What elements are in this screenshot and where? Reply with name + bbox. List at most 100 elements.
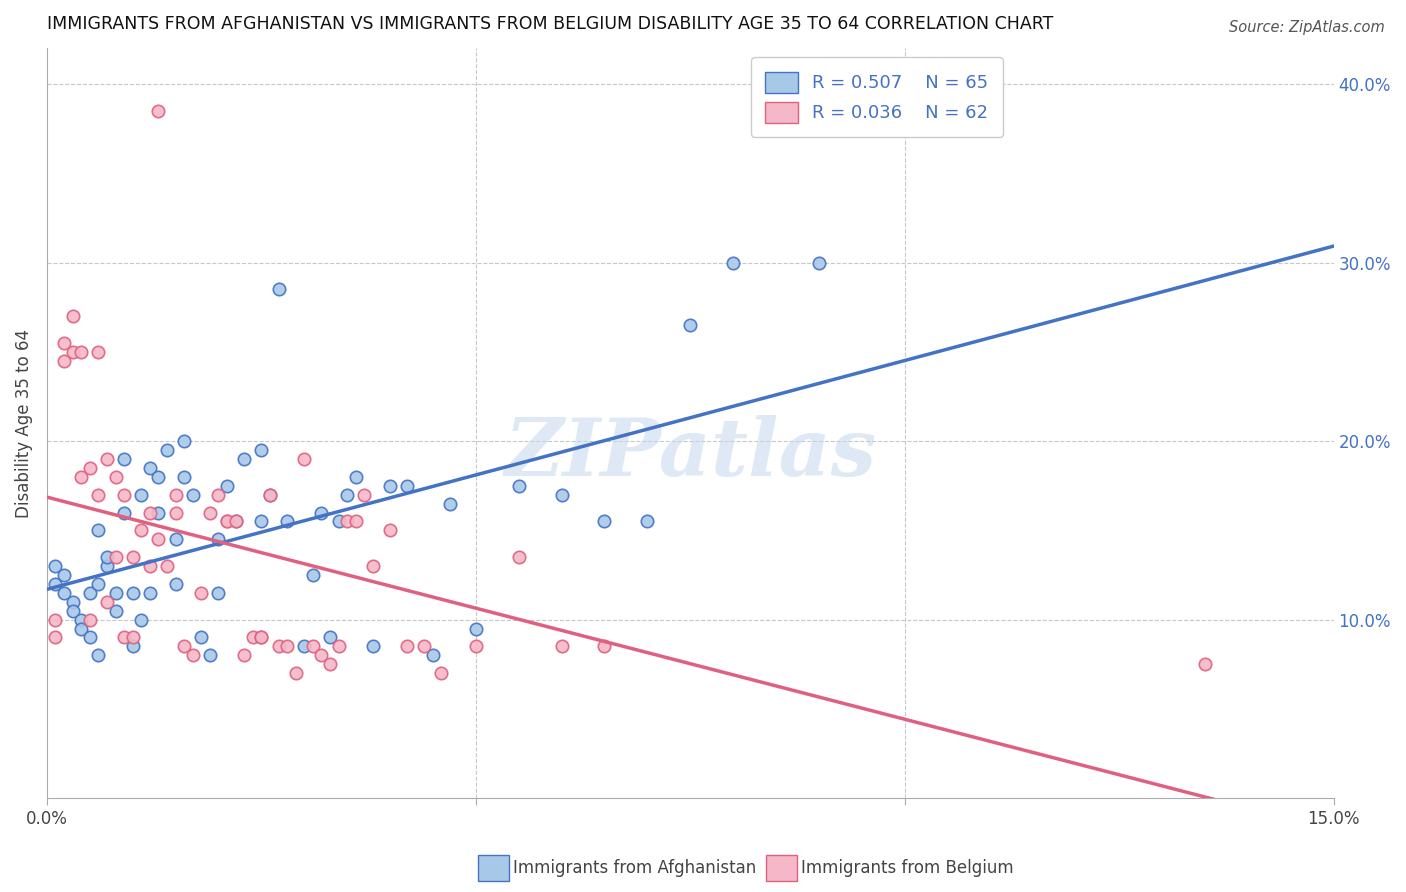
Point (104, 470, 127, 484)
Point (148, 506, 170, 520)
Point (139, 586, 162, 600)
Point (396, 479, 419, 493)
Point (328, 640, 350, 654)
Point (121, 550, 143, 565)
Point (207, 586, 229, 600)
Point (87, 344, 110, 359)
Point (593, 515, 616, 529)
Point (165, 533, 187, 547)
Point (550, 640, 572, 654)
Point (361, 559, 384, 574)
Point (430, 666, 453, 681)
Point (44, 577, 66, 591)
Point (242, 631, 264, 645)
Y-axis label: Disability Age 35 to 64: Disability Age 35 to 64 (15, 329, 32, 517)
Point (344, 515, 367, 529)
Point (464, 622, 486, 636)
Point (104, 550, 127, 565)
Point (276, 640, 298, 654)
Point (148, 533, 170, 547)
Point (112, 631, 135, 645)
Point (215, 479, 238, 493)
Point (173, 434, 195, 449)
Point (121, 631, 143, 645)
Point (87, 488, 110, 502)
Point (276, 515, 298, 529)
Point (259, 488, 281, 502)
Point (165, 577, 187, 591)
Point (215, 515, 238, 529)
Point (148, 103, 170, 118)
Point (79, 613, 101, 627)
Point (344, 470, 367, 484)
Point (422, 648, 444, 663)
Point (53, 568, 76, 582)
Point (292, 452, 315, 467)
Point (233, 452, 256, 467)
Point (250, 631, 273, 645)
Point (112, 452, 135, 467)
Point (44, 631, 66, 645)
Point (87, 577, 110, 591)
Point (267, 640, 290, 654)
Point (62, 595, 84, 609)
Point (361, 640, 384, 654)
Point (139, 559, 162, 574)
Point (807, 255, 830, 269)
Point (284, 666, 307, 681)
Point (353, 488, 375, 502)
Point (336, 488, 359, 502)
Point (225, 515, 247, 529)
Point (259, 488, 281, 502)
Point (190, 631, 212, 645)
Point (311, 648, 333, 663)
Point (396, 640, 419, 654)
Point (319, 657, 342, 672)
Point (156, 443, 179, 458)
Point (53, 586, 76, 600)
Point (464, 640, 486, 654)
Point (593, 640, 616, 654)
Point (198, 506, 221, 520)
Point (207, 488, 229, 502)
Point (292, 640, 315, 654)
Point (636, 515, 658, 529)
Point (328, 515, 350, 529)
Point (139, 506, 162, 520)
Point (62, 309, 84, 323)
Point (173, 470, 195, 484)
Point (550, 488, 572, 502)
Point (267, 282, 290, 296)
Point (70, 622, 93, 636)
Point (87, 524, 110, 538)
Point (96, 595, 118, 609)
Point (378, 479, 401, 493)
Point (70, 470, 93, 484)
Point (181, 488, 204, 502)
Point (156, 559, 179, 574)
Point (96, 452, 118, 467)
Point (250, 443, 273, 458)
Point (233, 648, 256, 663)
Point (215, 515, 238, 529)
Point (198, 648, 221, 663)
Point (165, 488, 187, 502)
Point (508, 550, 530, 565)
Point (439, 497, 461, 511)
Point (173, 640, 195, 654)
Text: Immigrants from Belgium: Immigrants from Belgium (801, 859, 1014, 877)
Point (96, 559, 118, 574)
Point (190, 586, 212, 600)
Point (79, 586, 101, 600)
Point (225, 515, 247, 529)
Text: ZIPatlas: ZIPatlas (505, 415, 876, 492)
Point (121, 586, 143, 600)
Point (336, 515, 359, 529)
Point (250, 631, 273, 645)
Legend: R = 0.507    N = 65, R = 0.036    N = 62: R = 0.507 N = 65, R = 0.036 N = 62 (751, 57, 1002, 137)
Point (1194, 657, 1216, 672)
Point (139, 461, 162, 475)
Point (165, 506, 187, 520)
Point (508, 479, 530, 493)
Text: IMMIGRANTS FROM AFGHANISTAN VS IMMIGRANTS FROM BELGIUM DISABILITY AGE 35 TO 64 C: IMMIGRANTS FROM AFGHANISTAN VS IMMIGRANT… (46, 15, 1053, 33)
